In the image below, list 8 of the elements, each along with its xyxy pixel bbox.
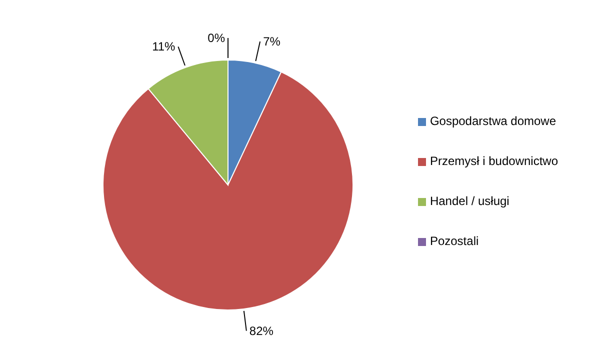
data-label: 82% <box>249 324 274 338</box>
data-label: 11% <box>152 40 176 54</box>
legend-label: Gospodarstwa domowe <box>430 114 556 128</box>
legend-label: Przemysł i budownictwo <box>430 154 558 168</box>
data-label: 7% <box>263 34 281 49</box>
text: 0% <box>208 31 225 45</box>
legend-label: Handel / usługi <box>430 194 510 208</box>
legend-label: Pozostali <box>430 234 479 248</box>
